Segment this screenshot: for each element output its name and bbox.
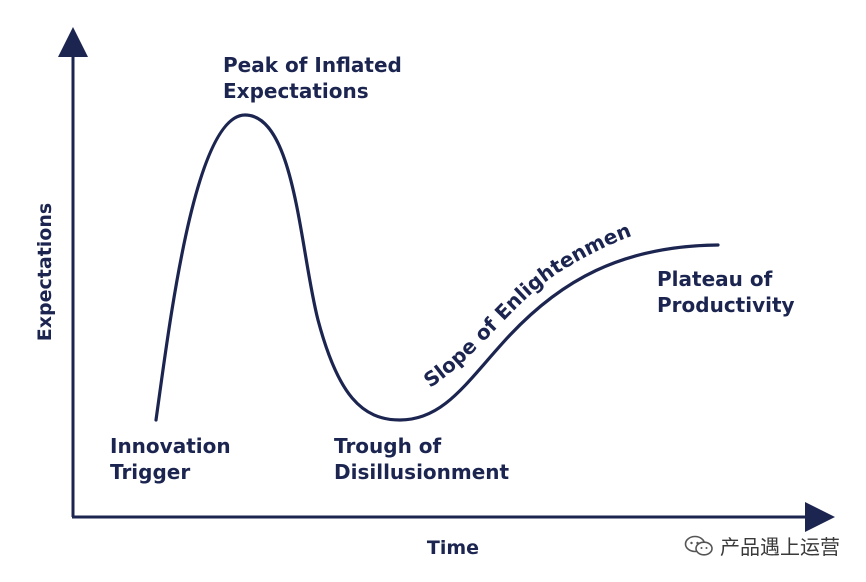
watermark-text: 产品遇上运营 [720, 535, 840, 559]
wechat-icon [684, 535, 713, 556]
label-innovation-trigger: Innovation Trigger [110, 434, 238, 484]
label-plateau-line1: Plateau of [657, 267, 773, 291]
label-plateau-line2: Productivity [657, 293, 795, 317]
label-trough-line2: Disillusionment [334, 460, 510, 484]
x-axis-title: Time [427, 537, 479, 559]
label-peak-line2: Expectations [223, 79, 369, 103]
label-trigger-line1: Innovation [110, 434, 231, 458]
watermark: 产品遇上运营 [684, 531, 840, 560]
label-peak: Peak of Inflated Expectations [223, 53, 409, 103]
label-peak-line1: Peak of Inflated [223, 53, 402, 77]
y-axis-title: Expectations [34, 203, 56, 341]
label-trough-line1: Trough of [334, 434, 442, 458]
label-plateau: Plateau of Productivity [657, 267, 795, 317]
label-trigger-line2: Trigger [110, 460, 190, 484]
label-trough: Trough of Disillusionment [334, 434, 510, 484]
hype-curve [154, 113, 720, 422]
